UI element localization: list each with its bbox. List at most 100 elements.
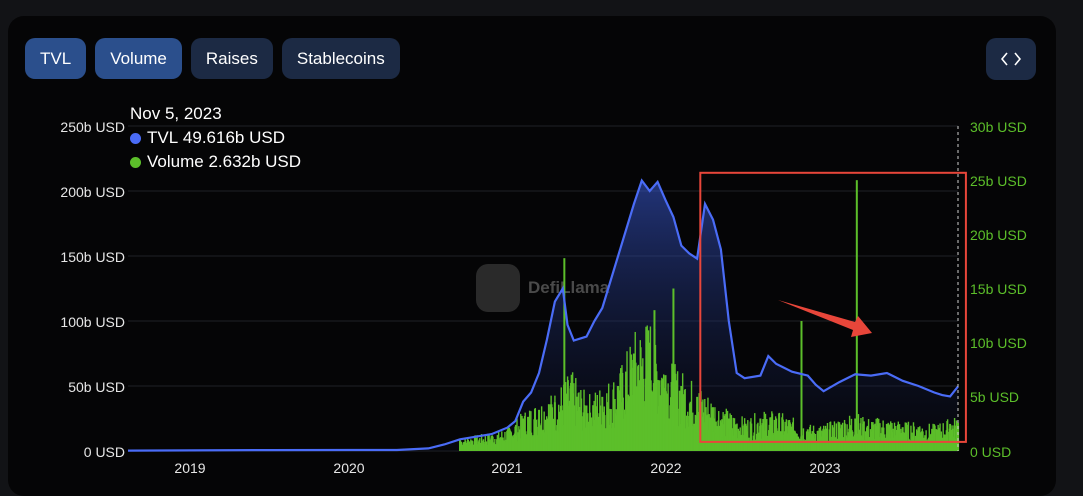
volume-bar [528,410,531,451]
volume-bar [840,424,843,451]
volume-bar [826,422,829,451]
code-icon [1001,52,1021,66]
volume-bar [879,423,881,451]
metric-tabs: TVL Volume Raises Stablecoins [25,38,400,79]
tab-tvl[interactable]: TVL [25,38,87,79]
volume-bar [667,383,669,451]
tooltip-volume-label: Volume [147,152,204,171]
volume-bar [862,417,864,451]
volume-bar [934,425,936,451]
volume-bar [844,423,846,451]
volume-bar [543,411,545,451]
watermark: DefiLlama [476,264,609,312]
volume-bar [671,369,674,451]
volume-bar [707,397,709,451]
volume-bar [613,382,615,451]
volume-bar [540,406,543,451]
volume-bar [750,423,753,451]
volume-dot-icon [130,156,141,168]
volume-bar [747,420,749,451]
volume-bar [736,423,738,451]
volume-bar [607,383,610,451]
volume-bar [829,421,832,451]
tvl-area [128,180,958,451]
volume-bar [936,429,938,451]
volume-bar [672,288,675,451]
tvl-line [127,178,959,452]
annotation-arrow-icon [778,300,872,337]
chart-plot [127,125,967,452]
left-axis-tick: 250b USD [60,119,125,135]
volume-bar [712,407,714,451]
left-axis-tick: 0 USD [83,444,125,460]
right-axis-tick: 10b USD [970,335,1027,351]
volume-bar [474,435,476,451]
volume-bar [546,418,549,451]
volume-bar [907,421,910,451]
volume-bar [754,413,756,451]
volume-bar [724,414,726,451]
volume-bar [589,412,592,451]
tooltip-row-volume: Volume 2.632b USD [130,152,301,172]
x-axis-tick: 2023 [809,460,841,476]
volume-bar [563,258,566,451]
right-axis-tick: 20b USD [970,227,1027,243]
volume-bar [867,419,870,451]
right-axis-tick: 30b USD [970,119,1027,135]
volume-bar [684,389,686,451]
hover-tooltip: Nov 5, 2023 TVL 49.616b USD Volume 2.632… [130,104,301,172]
tooltip-row-tvl: TVL 49.616b USD [130,128,301,148]
tab-raises[interactable]: Raises [190,38,273,79]
volume-bar [855,422,858,451]
volume-bar [732,417,734,451]
volume-bar [766,419,768,451]
volume-bar [554,395,556,451]
volume-bar [726,410,729,451]
volume-bar [771,413,774,451]
volume-bar [790,426,793,451]
volume-bar [860,418,862,451]
volume-bar [863,421,865,451]
volume-bar [516,418,518,451]
volume-bar [596,394,598,451]
volume-bar [888,425,891,451]
volume-bar [913,426,915,451]
volume-bar [666,393,668,451]
left-axis-tick: 50b USD [68,379,125,395]
embed-button[interactable] [986,38,1036,80]
volume-bar [778,412,781,451]
volume-bar [580,398,583,451]
tooltip-tvl-value: 49.616b USD [182,128,285,147]
left-axis-tick: 200b USD [60,184,125,200]
volume-bar [792,417,795,451]
volume-bar [833,421,836,451]
volume-bar [855,180,858,451]
tooltip-date: Nov 5, 2023 [130,104,222,123]
tvl-dot-icon [130,132,141,144]
volume-bar [841,422,844,451]
volume-bar [626,351,628,451]
llama-logo-icon [476,264,520,312]
right-axis-tick: 5b USD [970,389,1020,405]
volume-bar [760,425,762,451]
volume-bar [953,418,956,451]
volume-bar [476,435,478,451]
right-axis-tick: 15b USD [970,281,1027,297]
volume-bar [905,422,908,451]
volume-bar [530,411,532,451]
tooltip-volume-value: 2.632b USD [208,152,302,171]
volume-bar [599,405,602,451]
tab-volume[interactable]: Volume [95,38,182,79]
volume-bar [504,432,506,451]
volume-bar [487,433,489,451]
left-axis-tick: 150b USD [60,249,125,265]
tab-stablecoins[interactable]: Stablecoins [281,38,400,79]
volume-bar [676,371,679,451]
x-axis-tick: 2022 [650,460,682,476]
right-axis-tick: 0 USD [970,444,1012,460]
volume-bar [946,419,949,451]
volume-bar [510,432,512,451]
volume-bar [800,321,803,451]
x-axis-tick: 2020 [333,460,365,476]
volume-bar [956,426,958,451]
